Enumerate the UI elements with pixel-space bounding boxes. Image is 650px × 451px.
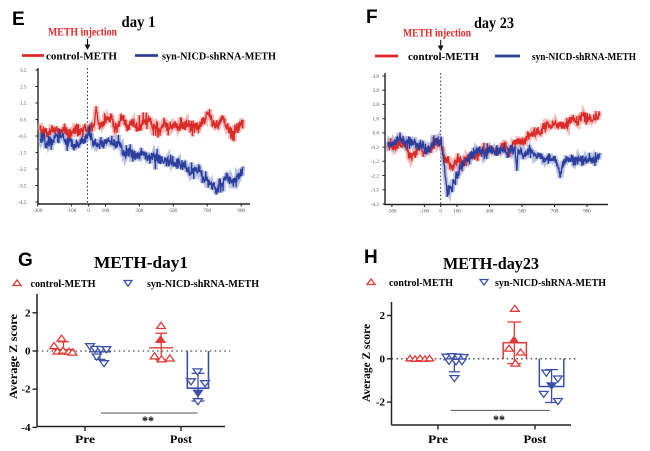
svg-text:0: 0 [87, 208, 90, 214]
svg-text:300: 300 [136, 208, 144, 214]
svg-text:0.5: 0.5 [20, 117, 27, 123]
svg-text:**: ** [493, 412, 505, 427]
svg-text:2.8: 2.8 [373, 102, 380, 108]
svg-text:-4.5: -4.5 [18, 200, 27, 206]
svg-text:day 23: day 23 [474, 15, 514, 32]
svg-text:-2: -2 [21, 384, 31, 396]
svg-text:-100: -100 [420, 209, 430, 215]
svg-text:E: E [12, 9, 25, 30]
svg-text:Pre: Pre [75, 434, 95, 446]
svg-text:-2.2: -2.2 [371, 173, 380, 179]
svg-text:100: 100 [453, 209, 461, 215]
svg-text:900: 900 [583, 209, 591, 215]
svg-text:day 1: day 1 [122, 14, 156, 31]
svg-text:0: 0 [380, 353, 386, 365]
svg-text:500: 500 [169, 208, 177, 214]
svg-text:H: H [364, 247, 378, 268]
svg-text:Average Z score: Average Z score [361, 324, 373, 402]
svg-text:G: G [18, 250, 33, 271]
svg-text:3.8: 3.8 [373, 88, 380, 94]
svg-text:3.5: 3.5 [20, 68, 27, 74]
svg-text:**: ** [142, 413, 154, 428]
svg-text:syn-NICD-shRNA-METH: syn-NICD-shRNA-METH [532, 51, 636, 63]
svg-text:METH injection: METH injection [403, 28, 471, 40]
svg-text:control-METH: control-METH [46, 51, 117, 63]
svg-text:-4: -4 [21, 422, 31, 434]
svg-text:-300: -300 [33, 208, 43, 214]
svg-text:700: 700 [551, 209, 559, 215]
svg-text:-2.5: -2.5 [18, 167, 27, 173]
svg-text:syn-NICD-shRNA-METH: syn-NICD-shRNA-METH [147, 279, 259, 290]
svg-text:900: 900 [237, 208, 245, 214]
svg-text:-3.2: -3.2 [371, 188, 380, 194]
svg-text:METH injection: METH injection [48, 27, 118, 39]
svg-text:0.8: 0.8 [373, 131, 380, 137]
svg-text:control-METH: control-METH [31, 279, 96, 290]
svg-text:300: 300 [486, 209, 494, 215]
svg-text:0: 0 [25, 346, 31, 358]
svg-text:Post: Post [524, 434, 547, 446]
svg-text:2: 2 [25, 307, 31, 319]
svg-text:syn-NICD-shRNA-METH: syn-NICD-shRNA-METH [162, 51, 276, 63]
svg-text:4.8: 4.8 [373, 74, 380, 80]
svg-text:500: 500 [518, 209, 526, 215]
svg-text:100: 100 [102, 208, 110, 214]
svg-text:2.5: 2.5 [20, 84, 27, 90]
svg-text:1.5: 1.5 [20, 101, 27, 107]
svg-text:0: 0 [439, 209, 442, 215]
svg-text:METH-day1: METH-day1 [94, 253, 188, 272]
svg-text:control-METH: control-METH [389, 278, 453, 289]
svg-text:Post: Post [170, 434, 192, 446]
svg-text:700: 700 [203, 208, 211, 214]
svg-text:-100: -100 [67, 208, 77, 214]
svg-text:2: 2 [380, 310, 386, 322]
svg-text:METH-day23: METH-day23 [443, 254, 539, 273]
svg-text:-0.5: -0.5 [18, 134, 27, 140]
svg-text:-300: -300 [387, 209, 397, 215]
svg-text:-1.2: -1.2 [371, 159, 380, 165]
svg-text:-2: -2 [376, 397, 386, 409]
svg-text:1.8: 1.8 [373, 117, 380, 123]
svg-text:Pre: Pre [428, 434, 448, 446]
svg-text:-1.5: -1.5 [18, 150, 27, 156]
svg-text:-3.5: -3.5 [18, 183, 27, 189]
svg-text:F: F [366, 7, 378, 28]
svg-text:syn-NICD-shRNA-METH: syn-NICD-shRNA-METH [495, 278, 606, 289]
svg-text:control-METH: control-METH [408, 51, 479, 63]
svg-text:-0.2: -0.2 [371, 145, 380, 151]
svg-text:-4.2: -4.2 [371, 202, 380, 208]
svg-text:Average Z score: Average Z score [8, 314, 20, 399]
